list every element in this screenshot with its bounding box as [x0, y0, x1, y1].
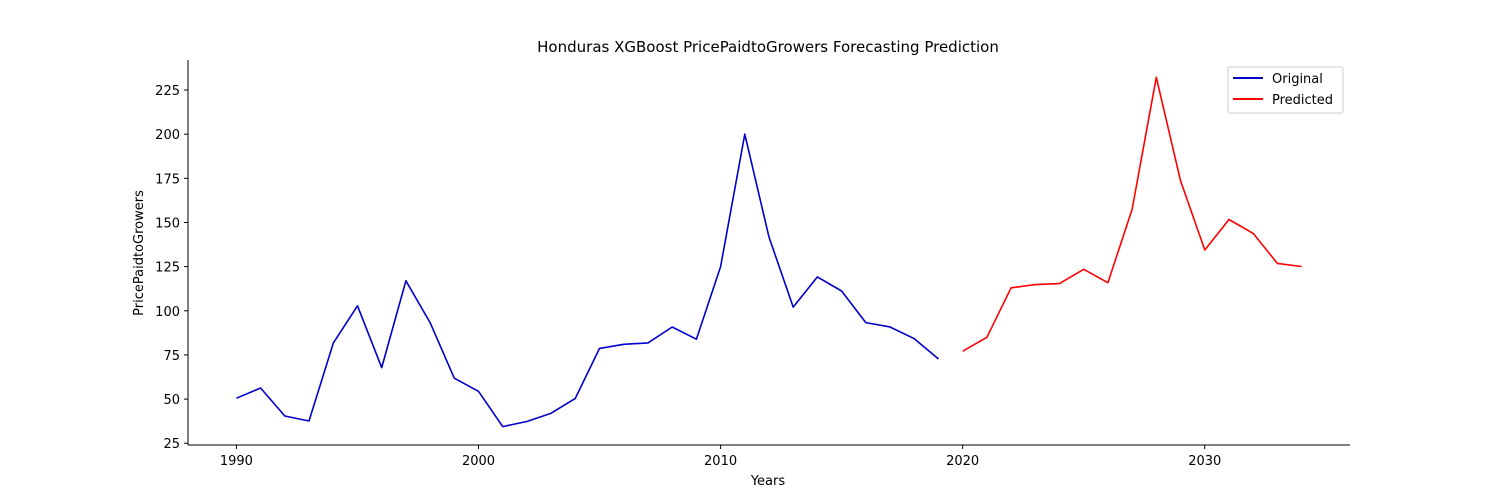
y-ticks: 25 50 75 100 125 150 175 200 225: [155, 84, 188, 452]
x-axis-label: Years: [750, 474, 786, 489]
legend: Original Predicted: [1227, 66, 1344, 114]
legend-label-original: Original: [1272, 72, 1323, 87]
x-tick-label: 2010: [704, 454, 737, 469]
y-tick-label: 125: [155, 261, 180, 276]
plot-lines: [236, 76, 1302, 428]
y-axis-label: PricePaidtoGrowers: [132, 190, 147, 316]
y-tick-label: 50: [163, 393, 180, 408]
x-tick-label: 1990: [220, 454, 253, 469]
x-tick-label: 2020: [946, 454, 979, 469]
y-tick-label: 200: [155, 128, 180, 143]
series-line-predicted: [962, 76, 1302, 352]
y-tick-label: 225: [155, 84, 180, 99]
x-tick-label: 2000: [462, 454, 495, 469]
legend-label-predicted: Predicted: [1272, 93, 1333, 108]
y-tick-label: 175: [155, 172, 180, 187]
chart-title: Honduras XGBoost PricePaidtoGrowers Fore…: [537, 38, 999, 56]
y-tick-label: 100: [155, 305, 180, 320]
y-tick-label: 25: [163, 437, 180, 452]
series-line-original: [236, 133, 940, 428]
x-ticks: 1990 2000 2010 2020 2030: [220, 445, 1221, 469]
y-tick-label: 150: [155, 216, 180, 231]
y-tick-label: 75: [163, 349, 180, 364]
x-tick-label: 2030: [1188, 454, 1221, 469]
